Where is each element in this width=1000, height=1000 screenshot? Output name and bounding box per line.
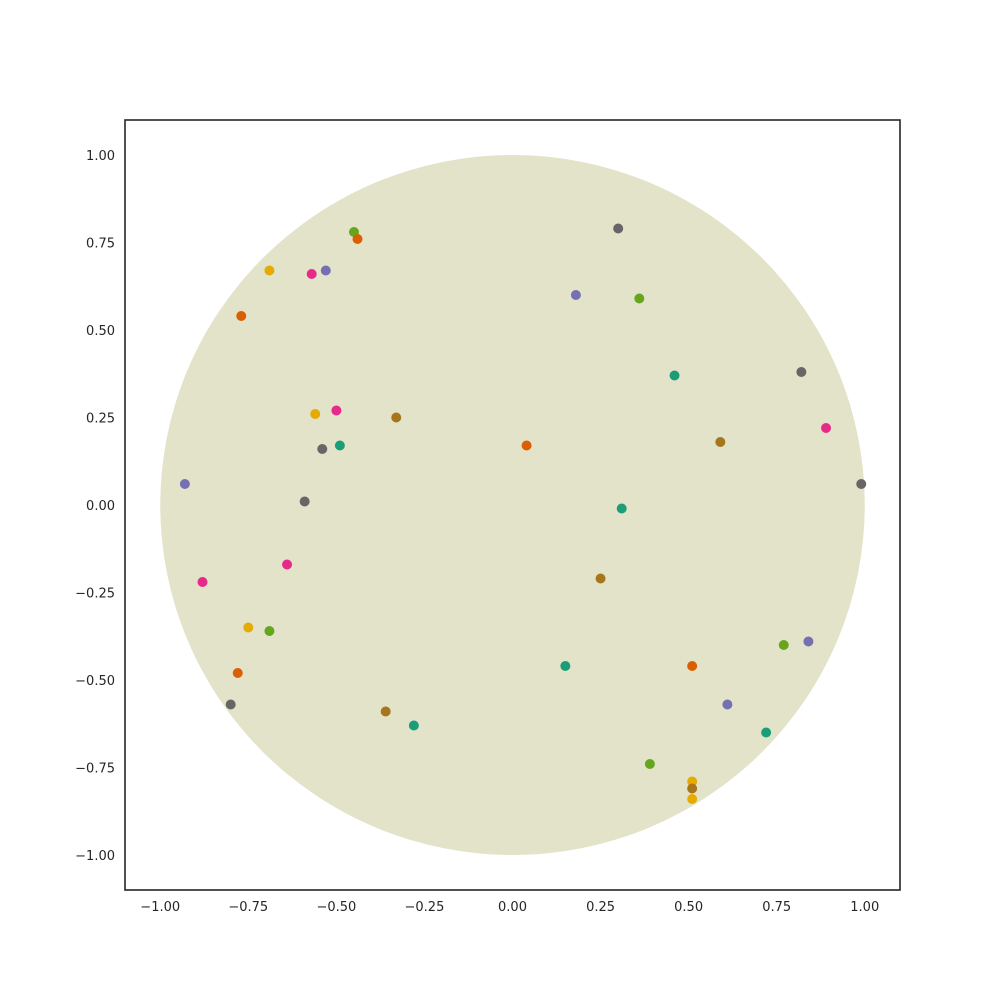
y-tick-label: 0.50: [86, 324, 115, 339]
y-tick-label: −0.75: [75, 762, 115, 777]
data-point-19: [179, 479, 190, 489]
x-tick-label: −0.50: [316, 900, 356, 915]
data-point-13: [521, 440, 532, 451]
x-tick-label: 0.25: [586, 900, 615, 915]
data-point-12: [715, 437, 726, 447]
data-point-29: [225, 699, 236, 710]
data-point-20: [299, 496, 310, 507]
data-point-25: [595, 573, 606, 584]
data-point-1: [352, 234, 363, 244]
data-point-31: [687, 661, 698, 671]
data-point-7: [570, 290, 581, 300]
y-tick-label: −0.25: [75, 587, 115, 602]
axes-frame: [124, 119, 901, 891]
data-point-34: [722, 699, 733, 710]
x-tick-label: 0.00: [498, 900, 527, 915]
data-point-28: [232, 668, 243, 678]
data-point-40: [687, 783, 698, 794]
data-point-35: [380, 706, 391, 717]
y-tick-label: 1.00: [86, 149, 115, 164]
x-tick-label: 0.50: [674, 900, 703, 915]
data-point-16: [391, 412, 402, 423]
data-point-6: [613, 223, 624, 234]
y-tick-label: 0.25: [86, 412, 115, 427]
data-point-41: [687, 794, 698, 804]
data-point-23: [197, 577, 208, 587]
data-point-11: [821, 423, 832, 433]
plot-area: [160, 155, 867, 855]
data-point-33: [803, 636, 814, 647]
data-point-26: [243, 622, 254, 633]
data-point-22: [616, 503, 627, 514]
y-tick-label: 0.75: [86, 237, 115, 252]
data-point-38: [644, 759, 655, 769]
x-tick-label: −0.25: [405, 900, 445, 915]
data-point-24: [282, 559, 293, 570]
data-point-10: [796, 367, 807, 377]
data-point-15: [331, 405, 342, 416]
data-point-32: [778, 640, 789, 650]
data-point-36: [408, 720, 419, 731]
data-point-2: [264, 265, 275, 276]
y-tick-label: −1.00: [75, 849, 115, 864]
data-point-5: [236, 311, 247, 321]
data-point-8: [634, 293, 645, 304]
x-tick-label: −0.75: [228, 900, 268, 915]
data-point-30: [560, 661, 571, 671]
data-point-39: [687, 776, 698, 787]
x-tick-label: 1.00: [850, 900, 879, 915]
y-tick-label: −0.50: [75, 674, 115, 689]
data-point-21: [856, 479, 867, 489]
data-point-18: [334, 440, 345, 451]
data-point-17: [317, 444, 328, 454]
background-circle: [160, 155, 865, 855]
x-tick-label: 0.75: [762, 900, 791, 915]
data-point-9: [669, 370, 680, 381]
data-point-3: [306, 269, 317, 279]
x-tick-label: −1.00: [140, 900, 180, 915]
data-point-37: [761, 727, 772, 738]
tick-labels: −1.00 −0.75 −0.50 −0.25 0.00 0.25 0.50 0.75 1.00…: [75, 149, 879, 915]
data-point-4: [320, 265, 331, 276]
data-point-14: [310, 409, 321, 419]
data-point-27: [264, 626, 275, 636]
y-tick-label: 0.00: [86, 499, 115, 514]
